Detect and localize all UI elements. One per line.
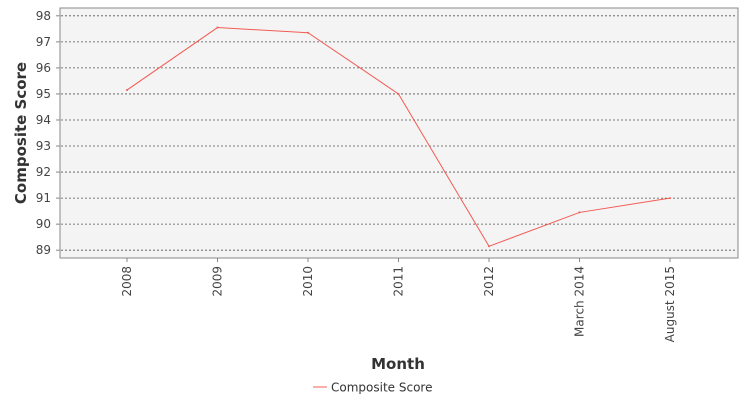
y-tick-label: 92 <box>36 165 51 179</box>
x-tick-label: March 2014 <box>573 266 587 337</box>
data-point <box>397 92 400 95</box>
x-axis-title: Month <box>371 355 425 373</box>
data-point <box>216 26 219 29</box>
y-tick-label: 91 <box>36 191 51 205</box>
y-axis-ticks: 89 90 91 92 93 94 95 96 97 98 <box>36 9 60 257</box>
data-point <box>488 245 490 248</box>
y-tick-label: 97 <box>36 35 51 49</box>
y-tick-label: 95 <box>36 87 51 101</box>
series-layer <box>126 26 671 248</box>
x-tick-label: 2011 <box>392 266 406 297</box>
y-axis-title: Composite Score <box>12 62 30 204</box>
y-tick-label: 93 <box>36 139 51 153</box>
plot-area <box>59 7 739 259</box>
x-tick-label: 2008 <box>120 266 134 297</box>
y-tick-label: 94 <box>36 113 51 127</box>
y-tick-label: 89 <box>36 243 51 257</box>
legend: Composite Score <box>313 381 432 395</box>
data-point <box>307 31 309 34</box>
x-tick-label: 2009 <box>211 266 225 297</box>
y-tick-label: 98 <box>36 9 51 23</box>
y-tick-label: 90 <box>36 217 51 231</box>
data-point <box>669 197 671 200</box>
x-tick-label: 2010 <box>301 266 315 297</box>
legend-label: Composite Score <box>331 381 432 395</box>
data-point <box>126 89 128 92</box>
x-axis-ticks: 2008 2009 2010 2011 2012 March 2014 August 201… <box>120 258 677 342</box>
data-point <box>578 211 581 214</box>
x-tick-label: August 2015 <box>663 266 677 342</box>
x-tick-label: 2012 <box>482 266 496 297</box>
y-tick-label: 96 <box>36 61 51 75</box>
